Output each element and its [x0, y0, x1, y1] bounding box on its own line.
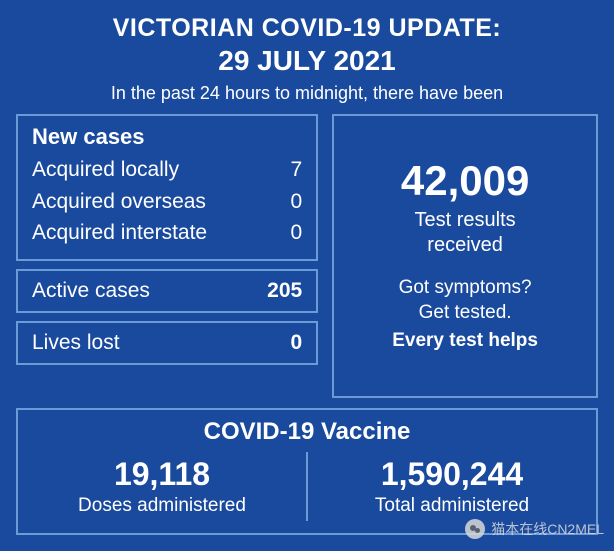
label: Acquired interstate [32, 217, 207, 249]
row-overseas: Acquired overseas 0 [32, 186, 302, 218]
tests-msg: Got symptoms? Get tested. [399, 276, 532, 325]
report-date: 29 JULY 2021 [16, 45, 598, 77]
subtitle: In the past 24 hours to midnight, there … [16, 83, 598, 104]
total-cell: 1,590,244 Total administered [308, 452, 596, 521]
stats-row: New cases Acquired locally 7 Acquired ov… [16, 114, 598, 398]
watermark: 猫本在线CN2MEL [465, 519, 604, 539]
doses-cell: 19,118 Doses administered [18, 452, 308, 521]
total-label: Total administered [318, 495, 586, 517]
header: VICTORIAN COVID-19 UPDATE: 29 JULY 2021 … [16, 14, 598, 104]
tests-panel: 42,009 Test results received Got symptom… [332, 114, 598, 398]
doses-number: 19,118 [28, 456, 296, 493]
value: 0 [291, 186, 303, 218]
row-locally: Acquired locally 7 [32, 154, 302, 186]
label: Active cases [32, 279, 150, 303]
value: 0 [291, 217, 303, 249]
covid-update-card: VICTORIAN COVID-19 UPDATE: 29 JULY 2021 … [0, 0, 614, 551]
cases-column: New cases Acquired locally 7 Acquired ov… [16, 114, 318, 398]
watermark-text: 猫本在线CN2MEL [491, 519, 604, 539]
vaccine-row: 19,118 Doses administered 1,590,244 Tota… [18, 452, 596, 521]
tests-number: 42,009 [401, 160, 529, 202]
new-cases-panel: New cases Acquired locally 7 Acquired ov… [16, 114, 318, 261]
label: Acquired locally [32, 154, 179, 186]
page-title: VICTORIAN COVID-19 UPDATE: [16, 14, 598, 43]
row-interstate: Acquired interstate 0 [32, 217, 302, 249]
tests-label: Test results received [415, 208, 516, 258]
tests-msg-bold: Every test helps [392, 330, 538, 352]
label: Acquired overseas [32, 186, 206, 218]
new-cases-title: New cases [32, 124, 302, 150]
vaccine-title: COVID-19 Vaccine [18, 418, 596, 446]
wechat-icon [465, 519, 485, 539]
lives-lost-panel: Lives lost 0 [16, 321, 318, 365]
value: 7 [291, 154, 303, 186]
label: Lives lost [32, 331, 120, 355]
value: 205 [267, 279, 302, 303]
vaccine-panel: COVID-19 Vaccine 19,118 Doses administer… [16, 408, 598, 535]
value: 0 [291, 331, 303, 355]
active-cases-panel: Active cases 205 [16, 269, 318, 313]
doses-label: Doses administered [28, 495, 296, 517]
total-number: 1,590,244 [318, 456, 586, 493]
